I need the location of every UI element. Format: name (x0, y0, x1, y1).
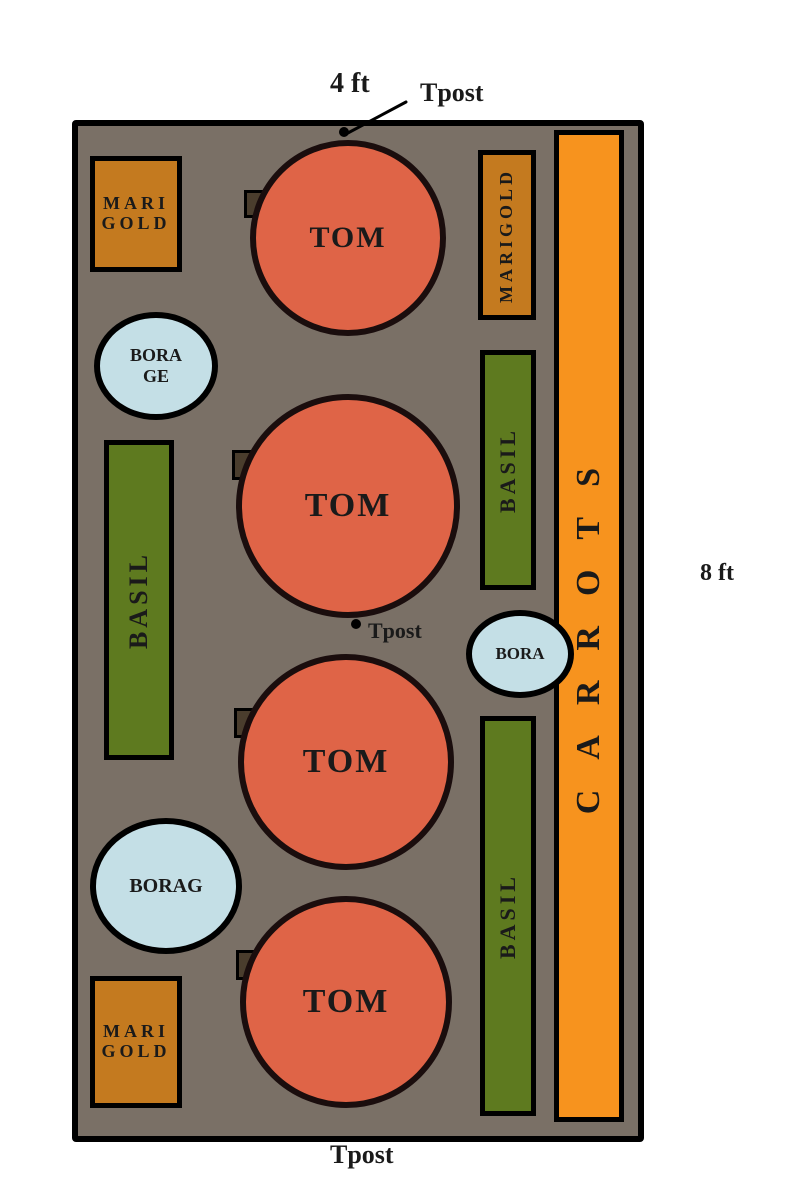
borage-label: BORAG (129, 875, 202, 898)
borage-2: BORA (466, 610, 574, 698)
basil-label: BASIL (496, 427, 520, 513)
marigold-label: MARI GOLD (101, 1022, 170, 1062)
top-label-1: Tpost (420, 78, 484, 108)
right-basil-1: BASIL (480, 350, 536, 590)
marigold-label: MARIGOLD (497, 168, 517, 303)
garden-layout-diagram: CARROTS MARI GOLD BASIL MARI GOLD MARIGOLD BA… (0, 0, 800, 1200)
tomato-1: TOM (236, 394, 460, 618)
tpost-dot-0 (339, 127, 349, 137)
basil-label: BASIL (125, 551, 154, 649)
borage-0: BORA GE (94, 312, 218, 420)
carrot-strip: CARROTS (554, 130, 624, 1122)
side-dimension-label: 8 ft (700, 560, 734, 587)
carrot-label: CARROTS (570, 438, 607, 814)
basil-label: BASIL (496, 873, 520, 959)
left-marigold-2: MARI GOLD (90, 976, 182, 1108)
top-label-0: 4 ft (330, 68, 370, 100)
right-basil-2: BASIL (480, 716, 536, 1116)
tomato-label: TOM (303, 743, 390, 781)
tomato-3: TOM (240, 896, 452, 1108)
tomato-0: TOM (250, 140, 446, 336)
mid-tpost-label: Tpost (368, 618, 422, 644)
borage-label: BORA (495, 644, 544, 664)
tomato-2: TOM (238, 654, 454, 870)
right-marigold-0: MARIGOLD (478, 150, 536, 320)
tomato-label: TOM (305, 487, 392, 525)
tomato-label: TOM (303, 983, 390, 1021)
marigold-label: MARI GOLD (101, 194, 170, 234)
left-basil-1: BASIL (104, 440, 174, 760)
bottom-tpost-label: Tpost (330, 1140, 394, 1170)
left-marigold-0: MARI GOLD (90, 156, 182, 272)
borage-label: BORA GE (130, 345, 182, 387)
tomato-label: TOM (309, 221, 386, 255)
tpost-dot-1 (351, 619, 361, 629)
borage-1: BORAG (90, 818, 242, 954)
